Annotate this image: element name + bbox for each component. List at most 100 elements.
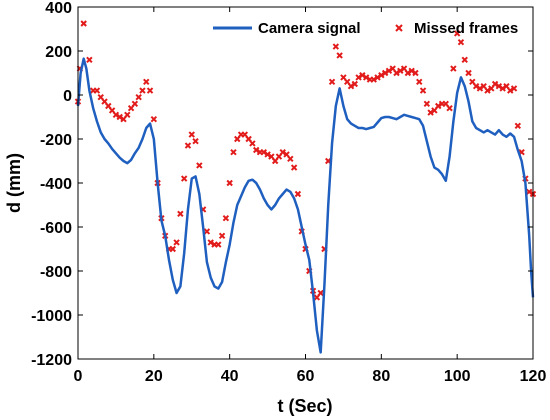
missed-frame-point: [139, 87, 146, 94]
missed-frame-point: [207, 239, 214, 246]
y-tick-label: 0: [63, 88, 72, 105]
missed-frame-point: [499, 85, 506, 92]
missed-frame-point: [264, 151, 271, 158]
missed-frame-point: [135, 93, 142, 101]
missed-frame-point: [491, 80, 499, 88]
missed-frame-point: [230, 148, 237, 156]
missed-frame-point: [332, 43, 340, 50]
missed-frame-point: [355, 74, 362, 81]
missed-frame-point: [290, 164, 298, 171]
y-axis-label: d (mm): [4, 153, 24, 213]
y-tick-label: -1000: [31, 308, 72, 325]
legend-missed-frames-label: Missed frames: [414, 20, 518, 37]
missed-frame-point: [526, 188, 533, 196]
missed-frame-point: [188, 131, 195, 138]
missed-frame-point: [131, 100, 139, 108]
x-tick-label: 0: [74, 368, 83, 385]
missed-frame-point: [253, 146, 260, 154]
y-tick-label: -800: [40, 264, 72, 281]
missed-frame-point: [294, 190, 302, 198]
x-tick-label: 40: [221, 368, 239, 385]
missed-frame-point: [397, 67, 404, 75]
y-tick-label: 400: [45, 0, 72, 17]
missed-frame-point: [495, 82, 503, 90]
x-ticks: 0 20 40 60 80 100 120: [74, 7, 547, 385]
missed-frame-point: [408, 67, 415, 75]
x-tick-label: 80: [372, 368, 390, 385]
series-missed-frames: [74, 20, 537, 301]
missed-frame-point: [412, 69, 419, 77]
missed-frame-point: [476, 85, 484, 92]
missed-frame-point: [446, 104, 453, 112]
missed-frame-point: [416, 78, 423, 86]
missed-frame-point: [328, 78, 336, 86]
missed-frame-point: [427, 109, 434, 116]
legend: Camera signal Missed frames: [213, 20, 518, 37]
missed-frame-point: [112, 111, 120, 119]
x-tick-label: 120: [520, 368, 547, 385]
y-ticks: -1200 -1000 -800 -600 -400 -200 0 200 400: [31, 0, 533, 369]
missed-frame-point: [453, 30, 461, 37]
missed-frame-point: [393, 69, 400, 77]
legend-camera-signal-label: Camera signal: [258, 20, 361, 37]
x-tick-label: 20: [145, 368, 163, 385]
missed-frame-point: [124, 111, 131, 119]
missed-frame-point: [378, 71, 385, 79]
missed-frame-point: [336, 52, 343, 59]
missed-frame-point: [514, 122, 522, 130]
plot-background: [78, 7, 533, 359]
missed-frame-point: [226, 179, 233, 187]
y-tick-label: -200: [40, 132, 72, 149]
missed-frame-point: [450, 65, 457, 72]
missed-frame-point: [222, 214, 230, 222]
x-tick-label: 100: [444, 368, 471, 385]
missed-frame-point: [435, 102, 442, 110]
missed-frame-point: [472, 82, 480, 90]
missed-frame-point: [93, 87, 101, 94]
missed-frame-point: [423, 100, 431, 108]
missed-frame-point: [381, 69, 389, 77]
missed-frame-point: [359, 71, 366, 79]
missed-frame-point: [146, 87, 154, 94]
missed-frame-point: [370, 76, 377, 83]
missed-frame-point: [86, 56, 93, 64]
missed-frame-point: [510, 85, 518, 92]
y-tick-label: -400: [40, 176, 72, 193]
series-camera-signal-line: [76, 57, 535, 354]
missed-frame-point: [279, 148, 286, 156]
missed-frame-point: [192, 137, 199, 145]
missed-frame-point: [215, 241, 222, 248]
y-tick-label: -600: [40, 220, 72, 237]
missed-frame-point: [507, 87, 514, 94]
missed-frame-point: [457, 38, 465, 46]
y-tick-label: -1200: [31, 352, 72, 369]
missed-frame-point: [177, 210, 184, 218]
missed-frame-point: [116, 113, 123, 121]
missed-frame-point: [351, 80, 358, 88]
missed-frame-point: [484, 87, 491, 94]
missed-frame-point: [260, 148, 267, 156]
missed-frame-point: [385, 67, 393, 75]
missed-frame-point: [180, 175, 188, 182]
missed-frame-point: [362, 74, 370, 81]
missed-frame-point: [465, 69, 472, 77]
missed-frame-point: [317, 289, 324, 297]
missed-frame-point: [461, 56, 468, 64]
missed-frame-point: [203, 228, 211, 235]
missed-frame-point: [404, 69, 412, 77]
missed-frame-point: [347, 82, 355, 90]
x-axis-label: t (Sec): [277, 396, 332, 416]
missed-frame-point: [374, 74, 381, 81]
missed-frame-point: [150, 115, 158, 123]
series-layer: [74, 20, 537, 354]
legend-missed-frames-swatch: [395, 24, 403, 32]
y-tick-label: 200: [45, 44, 72, 61]
missed-frame-point: [173, 239, 180, 246]
missed-frame-point: [218, 232, 226, 240]
missed-frame-point: [80, 20, 87, 27]
missed-frame-point: [169, 245, 176, 253]
x-tick-label: 60: [297, 368, 315, 385]
missed-frame-point: [419, 87, 427, 94]
missed-frame-point: [196, 162, 203, 169]
